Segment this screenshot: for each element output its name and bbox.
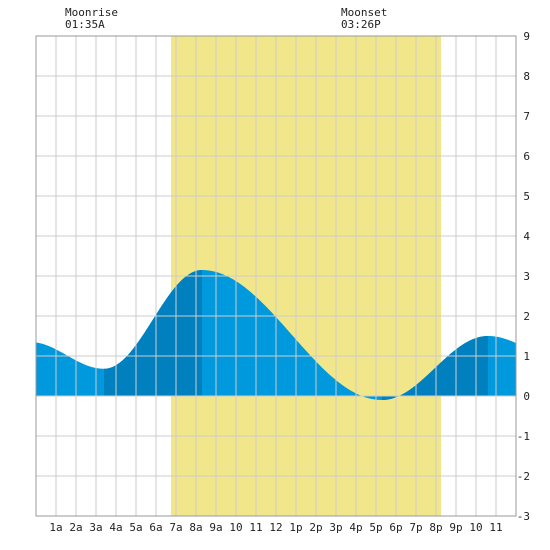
x-tick-label: 10 [469,521,482,534]
x-tick-label: 11 [489,521,502,534]
x-tick-label: 8a [189,521,202,534]
x-tick-label: 12 [269,521,282,534]
moonrise-time: 01:35A [65,18,105,31]
y-tick-label: 3 [523,270,530,283]
moonset-time: 03:26P [341,18,381,31]
y-tick-label: 2 [523,310,530,323]
plot-border [35,35,517,517]
x-tick-label: 2p [309,521,322,534]
tide-area-rising-2 [382,336,488,400]
grid-layer [36,36,516,516]
x-tick-label: 10 [229,521,242,534]
x-tick-label: 6p [389,521,402,534]
x-tick-label: 9a [209,521,222,534]
y-tick-label: 5 [523,190,530,203]
x-tick-label: 3p [329,521,342,534]
x-axis-labels: 1a 2a 3a 4a 5a 6a 7a 8a 9a 10 11 12 1p 2p 3p 4p 5p 6p 7p 8p… [49,521,502,534]
x-tick-label: 1p [289,521,302,534]
x-tick-label: 5a [129,521,142,534]
x-tick-label: 8p [429,521,442,534]
y-tick-label: 0 [523,390,530,403]
y-axis-labels: -3 -2 -1 0 1 2 3 4 5 6 7 8 9 [517,30,531,523]
x-tick-label: 4p [349,521,362,534]
y-tick-label: 6 [523,150,530,163]
x-tick-label: 9p [449,521,462,534]
tide-area-rising-1 [104,270,202,396]
y-tick-label: 8 [523,70,530,83]
y-tick-label: -2 [517,470,530,483]
y-tick-label: -1 [517,430,530,443]
x-tick-label: 5p [369,521,382,534]
x-tick-label: 4a [109,521,122,534]
moonrise-label: Moonrise [65,6,118,19]
y-tick-label: 1 [523,350,530,363]
y-tick-label: -3 [517,510,530,523]
x-tick-label: 6a [149,521,162,534]
x-tick-label: 3a [89,521,102,534]
moonset-label: Moonset [341,6,387,19]
y-tick-label: 9 [523,30,530,43]
y-tick-label: 7 [523,110,530,123]
y-tick-label: 4 [523,230,530,243]
x-tick-label: 7a [169,521,182,534]
x-tick-label: 1a [49,521,62,534]
x-tick-label: 7p [409,521,422,534]
x-tick-label: 2a [69,521,82,534]
x-tick-label: 11 [249,521,262,534]
